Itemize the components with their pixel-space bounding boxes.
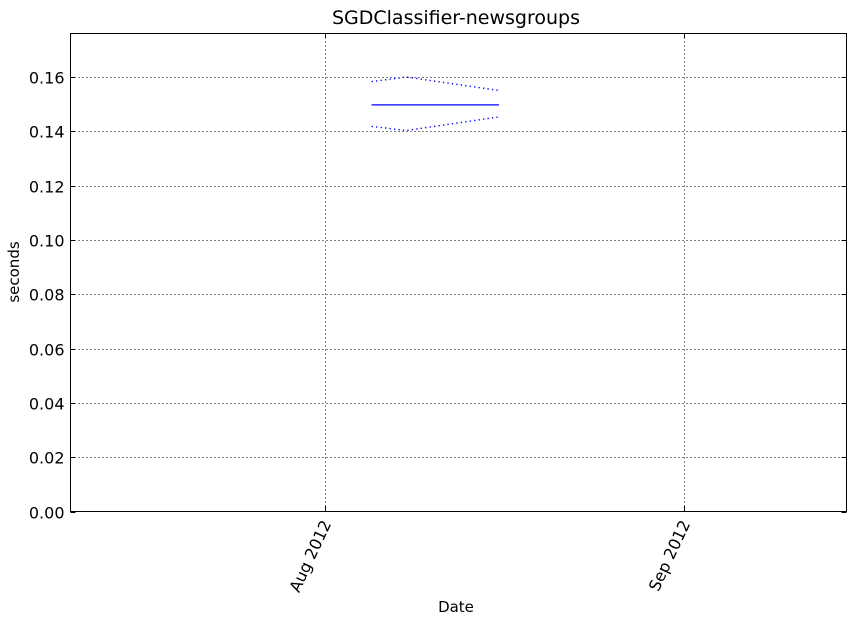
- x-tick-label: Aug 2012: [285, 517, 335, 595]
- grid-layer: [70, 33, 847, 512]
- y-tick-label: 0.06: [29, 341, 65, 360]
- series-lower-bound-line: [371, 116, 500, 132]
- y-tick-label: 0.12: [29, 178, 65, 197]
- y-tick-label: 0.04: [29, 395, 65, 414]
- y-tick-label: 0.10: [29, 232, 65, 251]
- series-upper-bound-line: [371, 76, 500, 92]
- plot-frame: [70, 33, 847, 512]
- y-axis-label: seconds: [5, 241, 23, 302]
- chart-title: SGDClassifier-newsgroups: [332, 7, 580, 29]
- y-tick-label: 0.14: [29, 123, 65, 142]
- tick-layer: 0.00 0.02 0.04 0.06 0.08 0.10 0.12 0.14 0.16 Aug …: [29, 33, 847, 595]
- y-tick-label: 0.02: [29, 449, 65, 468]
- x-axis-label: Date: [438, 598, 474, 616]
- y-tick-label: 0.00: [29, 504, 65, 523]
- y-tick-label: 0.08: [29, 286, 65, 305]
- x-tick-label: Sep 2012: [645, 517, 694, 594]
- series-layer: [371, 76, 500, 132]
- y-tick-label: 0.16: [29, 69, 65, 88]
